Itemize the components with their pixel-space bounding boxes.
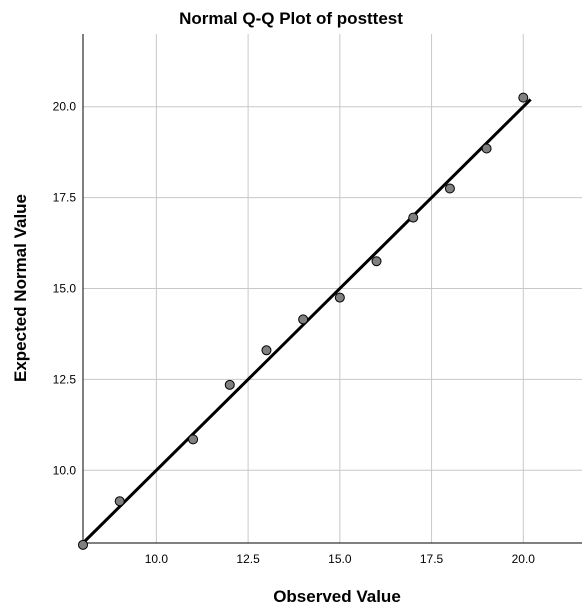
chart-title: Normal Q-Q Plot of posttest xyxy=(179,9,403,28)
data-points xyxy=(78,92,529,550)
data-point xyxy=(481,143,492,154)
y-tick-label: 15.0 xyxy=(53,282,77,296)
x-tick-label: 17.5 xyxy=(420,552,444,566)
data-point xyxy=(518,92,529,103)
grid-lines xyxy=(83,34,582,543)
data-point xyxy=(78,539,88,550)
y-tick-label: 12.5 xyxy=(53,372,77,386)
data-point xyxy=(114,496,125,507)
x-tick-label: 10.0 xyxy=(145,552,169,566)
x-tick-label: 12.5 xyxy=(236,552,260,566)
x-tick-label: 15.0 xyxy=(328,552,352,566)
y-axis-title: Expected Normal Value xyxy=(11,194,30,382)
y-tick-label: 10.0 xyxy=(53,463,77,477)
tick-labels: 10.0 12.5 15.0 17.5 20.0 10.0 12.5 15.0 17.5 20.0 xyxy=(53,100,536,566)
data-point xyxy=(371,256,382,267)
data-point xyxy=(298,314,309,325)
x-tick-label: 20.0 xyxy=(512,552,536,566)
data-point xyxy=(408,212,419,223)
data-point xyxy=(224,379,235,390)
data-point xyxy=(334,292,345,303)
data-point xyxy=(444,183,455,194)
x-axis-title: Observed Value xyxy=(273,587,401,606)
axes xyxy=(82,34,582,544)
y-tick-label: 20.0 xyxy=(53,100,77,114)
data-point xyxy=(261,345,272,356)
y-tick-label: 17.5 xyxy=(53,191,77,205)
data-point xyxy=(188,434,199,445)
